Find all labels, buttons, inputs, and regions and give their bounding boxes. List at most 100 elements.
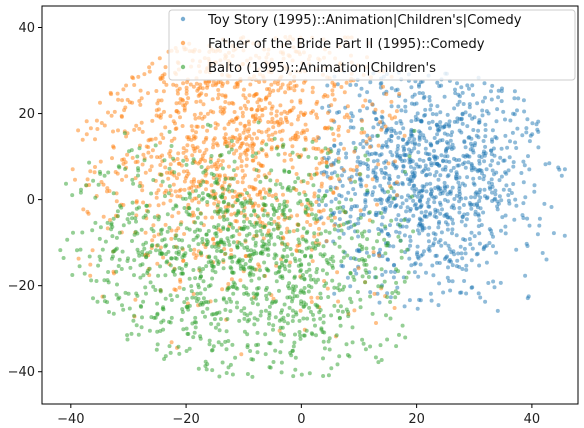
scatter-point-series-2 [198,269,203,274]
scatter-point-series-2 [249,222,254,227]
scatter-point-series-0 [336,151,341,156]
scatter-point-series-0 [499,89,504,94]
scatter-point-series-2 [253,296,258,301]
scatter-point-series-1 [319,184,324,189]
scatter-point-series-0 [480,171,484,176]
scatter-point-series-2 [229,222,234,227]
scatter-point-series-2 [152,215,157,220]
scatter-point-series-1 [99,180,104,184]
scatter-point-series-2 [298,268,303,273]
scatter-point-series-2 [231,225,235,230]
scatter-point-series-2 [271,212,276,217]
scatter-point-series-1 [174,83,179,88]
scatter-point-series-0 [537,216,542,221]
scatter-point-series-2 [337,354,342,359]
scatter-point-series-2 [218,153,223,158]
legend-marker-series-0 [180,16,186,22]
scatter-point-series-2 [117,257,122,262]
scatter-point-series-2 [349,197,354,202]
scatter-point-series-1 [243,96,248,101]
scatter-point-series-0 [341,231,346,236]
scatter-point-series-1 [205,111,210,116]
scatter-point-series-1 [185,135,190,140]
scatter-point-series-1 [154,191,159,196]
scatter-point-series-0 [466,135,471,140]
scatter-point-series-0 [349,174,354,179]
scatter-point-series-2 [180,238,185,243]
scatter-point-series-2 [291,374,296,379]
scatter-point-series-1 [376,162,381,167]
scatter-point-series-2 [137,253,142,258]
scatter-point-series-0 [445,275,450,280]
scatter-point-series-2 [321,356,325,361]
scatter-point-series-1 [159,183,164,188]
scatter-point-series-2 [106,270,111,274]
scatter-point-series-2 [138,275,143,280]
scatter-point-series-0 [499,228,503,233]
scatter-point-series-2 [181,287,186,291]
scatter-point-series-2 [283,267,288,272]
scatter-point-series-1 [257,80,262,84]
scatter-point-series-0 [476,291,481,296]
scatter-point-series-2 [362,229,367,234]
scatter-point-series-2 [293,355,298,360]
scatter-point-series-2 [249,248,254,253]
scatter-point-series-0 [394,229,399,234]
scatter-point-series-0 [450,279,455,284]
scatter-point-series-0 [446,215,451,220]
scatter-point-series-0 [418,199,423,204]
legend-frame [168,9,576,81]
scatter-point-series-1 [216,200,221,205]
scatter-point-series-1 [246,129,251,134]
scatter-point-series-1 [361,104,366,109]
scatter-point-series-0 [329,171,334,176]
scatter-point-series-2 [384,313,388,318]
scatter-point-series-2 [199,300,204,305]
scatter-point-series-0 [420,170,425,175]
scatter-point-series-0 [449,259,453,264]
scatter-point-series-1 [248,143,252,148]
scatter-point-series-2 [340,287,345,292]
scatter-point-series-2 [155,243,160,248]
scatter-point-series-1 [326,110,330,115]
scatter-point-series-2 [394,280,399,285]
scatter-point-series-2 [126,291,131,296]
scatter-point-series-0 [364,192,369,197]
scatter-point-series-2 [174,204,179,209]
scatter-point-series-2 [135,154,140,159]
scatter-point-series-0 [470,83,475,88]
scatter-point-series-0 [430,119,435,124]
scatter-point-series-2 [285,187,290,192]
scatter-point-series-2 [244,286,249,291]
scatter-point-series-2 [358,215,363,220]
scatter-point-series-0 [375,158,380,163]
scatter-point-series-1 [336,127,341,132]
scatter-point-series-2 [360,247,364,252]
scatter-point-series-0 [353,192,358,196]
scatter-point-series-0 [562,233,567,238]
scatter-point-series-2 [313,302,318,307]
scatter-point-series-1 [168,149,173,153]
scatter-point-series-2 [228,309,233,314]
scatter-point-series-1 [376,143,381,148]
scatter-point-series-0 [448,145,453,150]
scatter-point-series-0 [465,154,470,159]
scatter-point-series-2 [84,183,89,188]
scatter-point-series-0 [478,295,483,300]
scatter-point-series-2 [270,203,274,208]
scatter-point-series-2 [192,229,197,234]
scatter-point-series-2 [89,278,94,283]
scatter-point-series-1 [371,250,376,255]
scatter-point-series-1 [81,207,86,212]
scatter-point-series-1 [161,201,166,206]
scatter-point-series-1 [189,124,194,129]
scatter-point-series-2 [215,241,220,246]
scatter-point-series-2 [337,282,342,287]
scatter-point-series-0 [419,119,424,124]
scatter-point-series-2 [190,295,195,300]
scatter-point-series-0 [506,198,511,203]
scatter-point-series-0 [389,134,394,139]
scatter-point-series-1 [229,248,234,252]
scatter-point-series-1 [141,200,146,205]
scatter-point-series-2 [240,258,245,263]
